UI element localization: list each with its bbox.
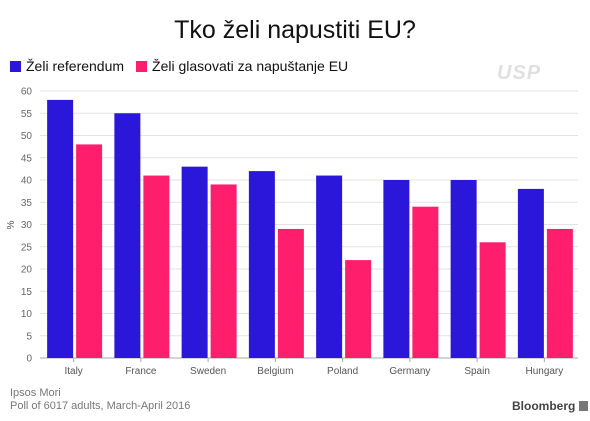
- bar-leave: [277, 228, 304, 358]
- chart-title: Tko želi napustiti EU?: [174, 16, 416, 44]
- bars: [47, 99, 573, 359]
- x-tick-label: Poland: [327, 366, 358, 377]
- bar-leave: [210, 184, 237, 358]
- bar-referendum: [517, 188, 544, 358]
- y-tick-label: 45: [21, 153, 33, 164]
- legend-label-leave: Želi glasovati za napuštanje EU: [152, 58, 349, 74]
- x-tick-label: Spain: [464, 366, 490, 377]
- bar-leave: [345, 260, 372, 358]
- y-tick-label: 35: [21, 198, 33, 209]
- y-tick-label: 55: [21, 109, 33, 120]
- y-tick-label: 10: [21, 309, 33, 320]
- x-tick-label: Belgium: [257, 366, 293, 377]
- bar-leave: [479, 242, 506, 358]
- bar-referendum: [316, 175, 343, 358]
- source-line-2: Poll of 6017 adults, March-April 2016: [10, 400, 191, 412]
- x-tick-label: Hungary: [525, 366, 563, 377]
- bar-referendum: [383, 180, 410, 358]
- y-tick-label: 40: [21, 176, 33, 187]
- bar-leave: [546, 228, 573, 358]
- y-tick-label: 20: [21, 265, 33, 276]
- bloomberg-mark-icon: [579, 401, 589, 411]
- y-tick-label: 30: [21, 220, 33, 231]
- bar-leave: [412, 206, 439, 358]
- y-axis-label: %: [6, 220, 17, 229]
- bar-referendum: [114, 113, 141, 358]
- source-note: Ipsos Mori Poll of 6017 adults, March-Ap…: [10, 387, 190, 413]
- x-tick-label: Sweden: [190, 366, 226, 377]
- y-tick-label: 60: [21, 87, 33, 98]
- bar-referendum: [450, 180, 477, 358]
- legend-item-leave: Želi glasovati za napuštanje EU: [136, 58, 348, 74]
- y-tick-label: 50: [21, 131, 33, 142]
- bar-referendum: [181, 166, 208, 358]
- bar-leave: [76, 144, 103, 358]
- y-tick-label: 25: [21, 242, 33, 253]
- bar-referendum: [248, 171, 275, 358]
- brand-logo: Bloomberg: [512, 399, 589, 413]
- legend-swatch-referendum: [10, 60, 21, 72]
- x-tick-label: Italy: [64, 366, 82, 377]
- brand-text: Bloomberg: [512, 399, 576, 413]
- x-tick-label: Germany: [389, 366, 430, 377]
- bar-referendum: [47, 99, 74, 359]
- y-tick-label: 5: [26, 331, 32, 342]
- y-axis-ticks: 0 5 10 15 20 25 30 35 40 45 50 55 60: [21, 87, 33, 365]
- bar-leave: [143, 175, 170, 358]
- y-tick-label: 0: [26, 354, 32, 365]
- legend-label-referendum: Želi referendum: [26, 58, 125, 74]
- x-axis-ticks: Italy France Sweden Belgium Poland Germany Spa…: [64, 358, 563, 377]
- watermark-logo: USP: [497, 62, 542, 84]
- legend: Želi referendum Želi glasovati za napušt…: [10, 58, 348, 74]
- x-tick-label: France: [125, 366, 157, 377]
- source-line-1: Ipsos Mori: [10, 387, 61, 399]
- y-tick-label: 15: [21, 287, 33, 298]
- legend-item-referendum: Želi referendum: [10, 58, 124, 74]
- legend-swatch-leave: [136, 60, 148, 72]
